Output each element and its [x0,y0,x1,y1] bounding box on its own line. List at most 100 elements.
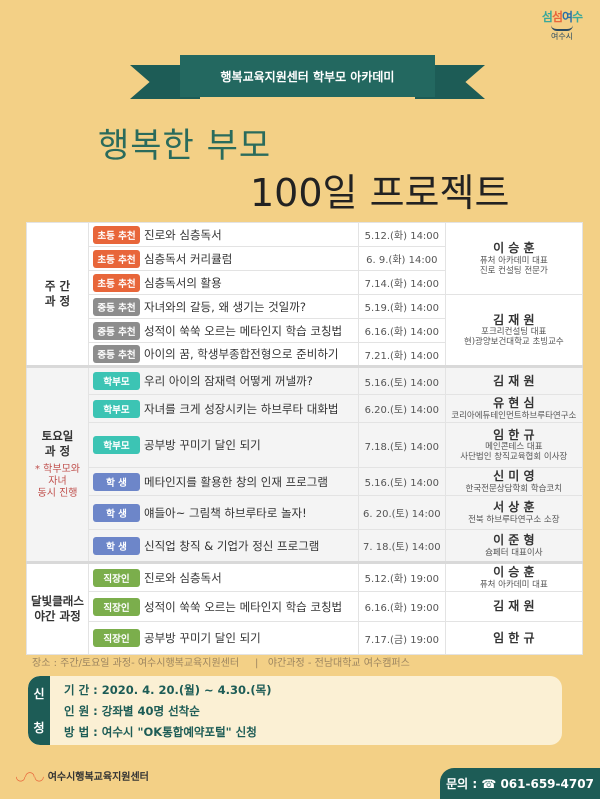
audience-badge: 학부모 [93,372,140,390]
instructor-name: 임 한 규 [493,427,535,442]
table-row: 초등 추천 심층독서 커리큘럼 6. 9.(화) 14:00 [27,246,583,271]
table-row: 학부모 공부방 꾸미기 달인 되기 7.18.(토) 14:00 임 한 규 메인콘테스… [26,422,584,468]
program-date: 7.14.(화) 14:00 [358,270,446,295]
program-date: 7. 18.(토) 14:00 [358,529,446,563]
instructor-desc: 퓨처 아카데미 대표 [479,579,548,590]
category-label: 토요일 과 정 [41,428,74,458]
program-title: 공부방 꾸미기 달인 되기 [144,438,261,452]
audience-badge: 중등 추천 [93,297,140,316]
section-category: 주 간 과 정 [26,222,89,367]
title-line-2: 100일 프로젝트 [250,171,510,215]
application-capacity: 인 원 : 강좌별 40명 선착순 [64,704,200,718]
audience-badge: 학 생 [93,472,140,491]
header-ribbon: 행복교육지원센터 학부모 아카데미 [130,55,485,105]
program-cell: 학부모 공부방 꾸미기 달인 되기 [88,422,359,468]
program-title: 자녀와의 갈등, 왜 생기는 것일까? [144,299,306,314]
audience-badge: 직장인 [93,597,140,616]
table-row: 중등 추천 아이의 꿈, 학생부종합전형으로 준비하기 7.21.(화) 14:00 [27,342,583,367]
audience-badge: 초등 추천 [93,225,140,244]
section-category: 토요일 과 정 * 학부모와 자녀 동시 진행 [26,365,89,563]
program-cell: 중등 추천 성적이 쑥쑥 오르는 메타인지 학습 코칭법 [88,318,359,343]
section-category: 달빛클래스 야간 과정 [26,561,89,655]
instructor-name: 이 승 훈 [493,241,535,256]
org-name: 여수시행복교육지원센터 [47,772,149,783]
program-date: 5.19.(화) 14:00 [358,294,446,319]
program-title: 진로와 심층독서 [144,227,222,242]
instructor-cell: 김 재 원 [444,365,584,395]
program-cell: 초등 추천 심층독서의 활용 [88,270,359,295]
program-title: 심층독서의 활용 [144,275,222,290]
table-row: 달빛클래스 야간 과정 직장인 진로와 심층독서 5.12.(화) 19:00 이 승 … [26,561,584,655]
venue-info: 장소 : 주간/토요일 과정- 여수시행복교육지원센터 | 야간과정 - 전남대… [32,658,410,669]
instructor-desc: 전북 하브루타연구소 소장 [468,514,560,525]
instructor-cell: 김 재 원 포크리컨설팅 대표 현)광양보건대학교 초빙교수 [444,294,584,367]
instructor-desc: 퓨처 아카데미 대표 진로 컨설팅 전문가 [479,255,548,276]
program-date: 7.21.(화) 14:00 [358,342,446,367]
program-cell: 초등 추천 진로와 심층독서 [88,222,359,247]
program-title: 아이의 꿈, 학생부종합전형으로 준비하기 [144,347,339,361]
audience-badge: 직장인 [93,568,140,587]
logo-brand: 섬섬여수 [541,10,583,24]
program-date: 7.17.(금) 19:00 [358,621,446,655]
label-top: 신 [33,686,45,701]
category-label: 주 간 과 정 [44,279,71,308]
instructor-cell: 임 한 규 메인콘테스 대표 사단법인 창직교육협회 이사장 [444,422,584,468]
program-date: 6.20.(토) 14:00 [358,394,446,423]
instructor-name: 김 재 원 [493,599,535,614]
table-row: 직장인 공부방 꾸미기 달인 되기 7.17.(금) 19:00 임 한 규 [27,621,584,655]
instructor-cell: 유 현 심 코리아에듀테인먼트하브루타연구소 [444,394,584,423]
instructor-desc: 한국전문상담학회 학습코치 [465,483,563,494]
instructor-cell: 김 재 원 [444,591,584,622]
label-bottom: 청 [33,721,45,736]
audience-badge: 학 생 [93,503,140,522]
instructor-name: 유 현 심 [493,396,535,411]
program-date: 6.16.(화) 19:00 [358,591,446,622]
audience-badge: 초등 추천 [93,249,140,268]
program-title: 얘들아~ 그림책 하브루타로 놀자! [144,505,307,520]
program-cell: 학 생 신직업 창직 & 기업가 정신 프로그램 [88,529,359,563]
table-row: 토요일 과 정 * 학부모와 자녀 동시 진행 학부모 우리 아이의 잠재력 어떻게 … [26,365,584,563]
instructor-cell: 임 한 규 [444,621,584,655]
program-date: 6. 20.(토) 14:00 [358,495,446,530]
program-cell: 초등 추천 심층독서 커리큘럼 [88,246,359,271]
instructor-desc: 포크리컨설팅 대표 현)광양보건대학교 초빙교수 [463,327,564,348]
instructor-cell: 신 미 영 한국전문상담학회 학습코치 [444,467,584,496]
instructor-name: 이 승 훈 [493,565,535,580]
org-logo-icon: ◡◠◡ [16,768,44,783]
program-cell: 중등 추천 자녀와의 갈등, 왜 생기는 것일까? [88,294,359,319]
logo-city: 여수시 [550,32,574,41]
logo-smile-icon [551,25,573,31]
instructor-name: 김 재 원 [493,373,535,388]
title-line-1: 행복한 부모 [98,126,272,166]
program-title: 자녀를 크게 성장시키는 하브루타 대화법 [144,401,339,416]
program-date: 5.12.(화) 19:00 [358,561,446,592]
category-label: 달빛클래스 야간 과정 [31,594,84,623]
program-cell: 학부모 우리 아이의 잠재력 어떻게 꺼낼까? [88,365,359,395]
audience-badge: 직장인 [93,629,140,647]
table-row: 중등 추천 자녀와의 갈등, 왜 생기는 것일까? 5.19.(화) 14:00 김 … [27,294,584,367]
instructor-name: 서 상 훈 [493,500,535,515]
org-logo: ◡◠◡ 여수시행복교육지원센터 [16,768,149,784]
program-title: 공부방 꾸미기 달인 되기 [144,631,261,645]
program-cell: 직장인 진로와 심층독서 [88,561,359,592]
program-cell: 직장인 공부방 꾸미기 달인 되기 [88,621,359,655]
program-date: 7.18.(토) 14:00 [358,422,446,468]
program-cell: 중등 추천 아이의 꿈, 학생부종합전형으로 준비하기 [88,342,359,367]
instructor-name: 이 준 형 [493,533,535,548]
audience-badge: 초등 추천 [93,273,140,292]
ribbon-text: 행복교육지원센터 학부모 아카데미 [180,55,435,97]
program-title: 우리 아이의 잠재력 어떻게 꺼낼까? [144,374,313,388]
program-cell: 직장인 성적이 쑥쑥 오르는 메타인지 학습 코칭법 [88,591,359,622]
program-title: 성적이 쑥쑥 오르는 메타인지 학습 코칭법 [144,323,343,338]
table-row: 학 생 신직업 창직 & 기업가 정신 프로그램 7. 18.(토) 14:00 이 … [26,529,584,563]
instructor-name: 김 재 원 [493,312,535,327]
audience-badge: 중등 추천 [93,321,140,340]
program-date: 5.12.(화) 14:00 [358,222,446,247]
city-logo: 섬섬여수 여수시 [536,8,588,42]
program-title: 신직업 창직 & 기업가 정신 프로그램 [144,538,320,553]
audience-badge: 중등 추천 [93,345,140,363]
